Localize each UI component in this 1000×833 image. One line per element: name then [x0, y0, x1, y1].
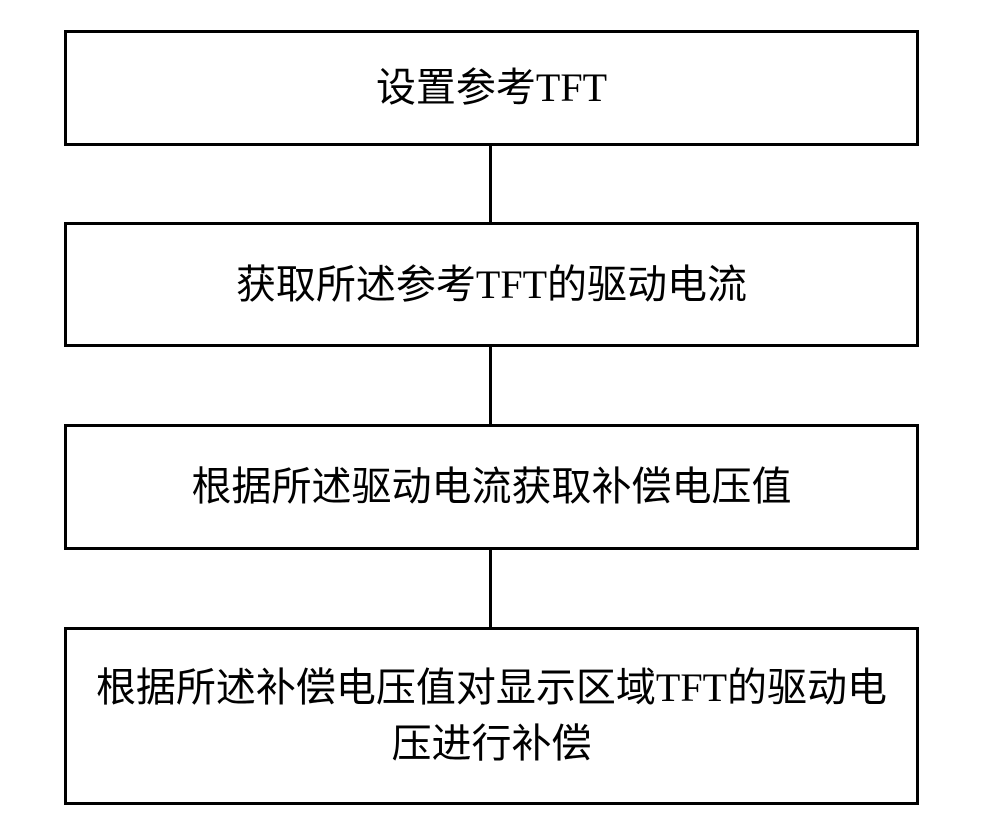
- flowchart-box-label: 获取所述参考TFT的驱动电流: [236, 257, 747, 313]
- connector-step3-step4: [489, 550, 492, 627]
- flowchart-box-step1: 设置参考TFT: [64, 30, 919, 146]
- flowchart-box-label: 设置参考TFT: [376, 60, 607, 116]
- connector-step2-step3: [489, 347, 492, 424]
- flowchart-box-step4: 根据所述补偿电压值对显示区域TFT的驱动电压进行补偿: [64, 627, 919, 805]
- flowchart-canvas: 设置参考TFT 获取所述参考TFT的驱动电流根据所述驱动电流获取补偿电压值根据所述…: [0, 0, 1000, 833]
- flowchart-box-label: 根据所述补偿电压值对显示区域TFT的驱动电压进行补偿: [87, 660, 896, 772]
- connector-step1-step2: [489, 146, 492, 222]
- flowchart-box-label: 根据所述驱动电流获取补偿电压值: [192, 459, 792, 515]
- flowchart-box-step2: 获取所述参考TFT的驱动电流: [64, 222, 919, 347]
- flowchart-box-step3: 根据所述驱动电流获取补偿电压值: [64, 424, 919, 550]
